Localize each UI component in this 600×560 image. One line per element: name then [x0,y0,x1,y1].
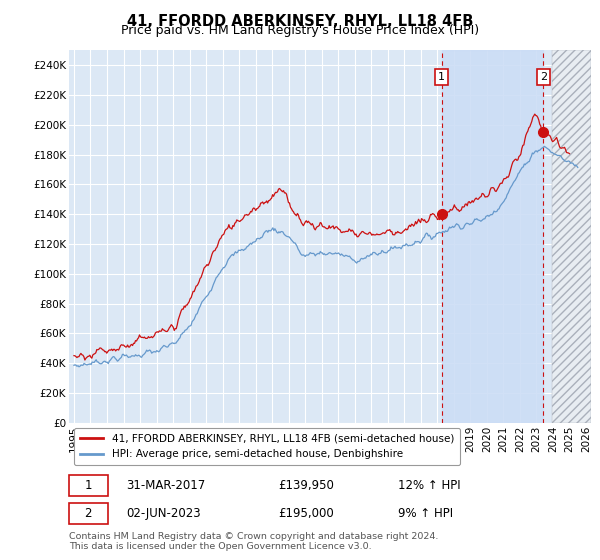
Text: Contains HM Land Registry data © Crown copyright and database right 2024.
This d: Contains HM Land Registry data © Crown c… [69,532,439,552]
Legend: 41, FFORDD ABERKINSEY, RHYL, LL18 4FB (semi-detached house), HPI: Average price,: 41, FFORDD ABERKINSEY, RHYL, LL18 4FB (s… [74,428,460,465]
Text: £195,000: £195,000 [278,507,334,520]
Text: 12% ↑ HPI: 12% ↑ HPI [398,479,460,492]
Text: Price paid vs. HM Land Registry's House Price Index (HPI): Price paid vs. HM Land Registry's House … [121,24,479,37]
FancyBboxPatch shape [69,503,108,524]
Bar [442,50,544,423]
Bar [551,50,591,423]
Text: 1: 1 [438,72,445,82]
FancyBboxPatch shape [69,474,108,496]
Text: 02-JUN-2023: 02-JUN-2023 [127,507,201,520]
Text: 31-MAR-2017: 31-MAR-2017 [127,479,206,492]
Text: 2: 2 [85,507,92,520]
Text: 41, FFORDD ABERKINSEY, RHYL, LL18 4FB: 41, FFORDD ABERKINSEY, RHYL, LL18 4FB [127,14,473,29]
Text: 1: 1 [85,479,92,492]
Text: 9% ↑ HPI: 9% ↑ HPI [398,507,453,520]
Text: £139,950: £139,950 [278,479,334,492]
Text: 2: 2 [540,72,547,82]
